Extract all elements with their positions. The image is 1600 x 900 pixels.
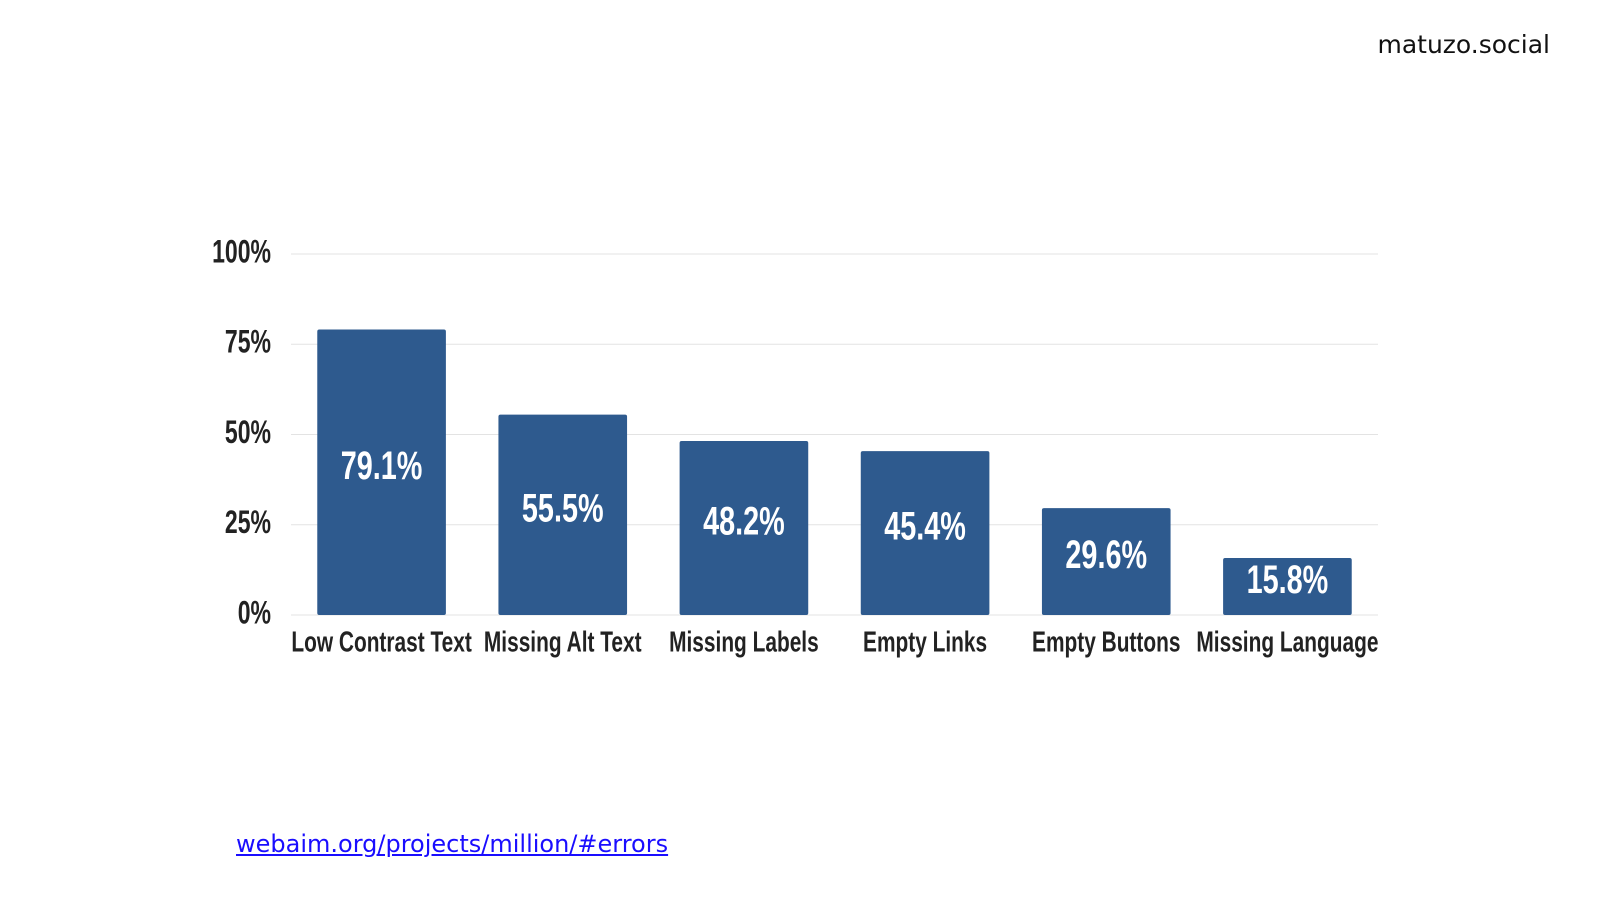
x-tick-label: Empty Links — [863, 626, 987, 658]
x-tick-label: Missing Alt Text — [484, 626, 642, 658]
y-tick-label: 50% — [225, 414, 271, 450]
bar — [1223, 557, 1352, 615]
x-tick-label: Low Contrast Text — [291, 626, 472, 658]
y-tick-label: 75% — [225, 324, 271, 360]
bar — [317, 329, 446, 615]
bar — [679, 440, 809, 615]
source-link[interactable]: webaim.org/projects/million/#errors — [236, 830, 669, 858]
value-label: 79.1% — [341, 443, 423, 488]
bar — [498, 414, 628, 615]
value-label: 48.2% — [703, 499, 785, 544]
y-tick-label: 0% — [238, 595, 271, 631]
x-tick-label: Missing Language — [1196, 626, 1378, 658]
bar — [860, 451, 990, 615]
value-label: 45.4% — [884, 504, 966, 549]
brand: matuzo.social — [1377, 30, 1550, 59]
y-tick-label: 25% — [225, 505, 271, 541]
x-tick-label: Empty Buttons — [1032, 626, 1180, 658]
bar — [1041, 508, 1171, 615]
value-label: 29.6% — [1065, 533, 1147, 578]
value-label: 15.8% — [1247, 557, 1329, 602]
y-tick-label: 100% — [212, 234, 271, 270]
value-label: 55.5% — [522, 486, 604, 531]
x-tick-label: Missing Labels — [669, 626, 819, 658]
